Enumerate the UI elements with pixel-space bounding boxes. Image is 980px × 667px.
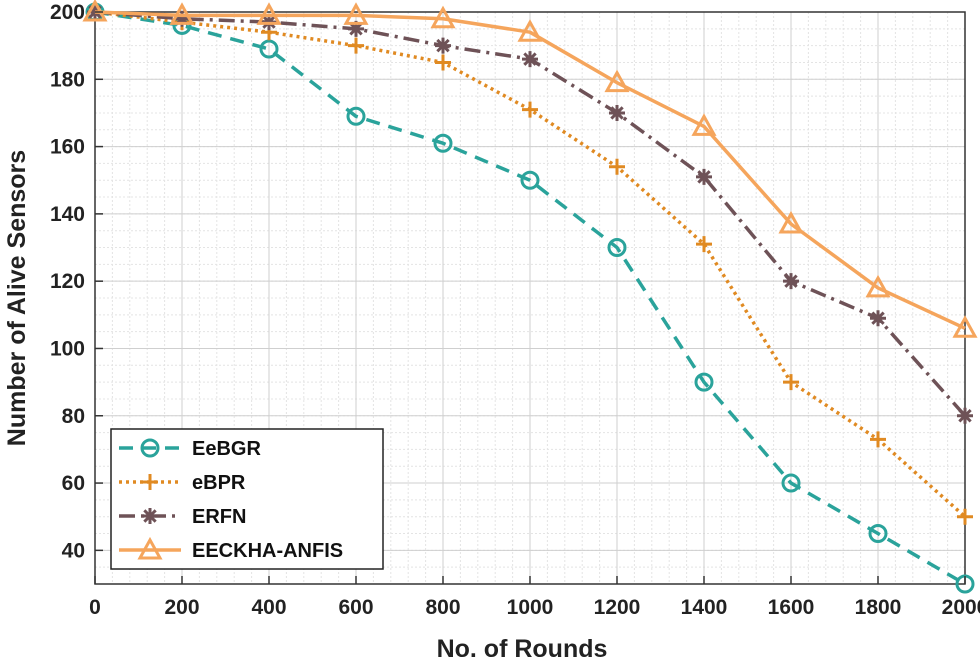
data-point-asterisk bbox=[142, 508, 158, 524]
data-point-triangle bbox=[604, 69, 630, 93]
y-tick-label: 120 bbox=[50, 270, 85, 293]
y-tick-label: 180 bbox=[50, 68, 85, 91]
data-point-asterisk bbox=[957, 407, 973, 424]
series-layer bbox=[82, 0, 978, 594]
data-point-triangle bbox=[517, 19, 543, 42]
legend-label: eBPR bbox=[192, 472, 246, 494]
legend-label: ERFN bbox=[192, 506, 246, 528]
series-eeckha-anfis bbox=[82, 0, 978, 338]
data-point-circle bbox=[259, 39, 279, 59]
x-tick-label: 2000 bbox=[942, 596, 980, 619]
data-point-asterisk bbox=[783, 273, 799, 290]
data-point-plus bbox=[435, 54, 451, 71]
x-tick-label: 1000 bbox=[507, 596, 554, 619]
data-point-plus bbox=[348, 37, 364, 54]
data-point-triangle bbox=[343, 2, 369, 25]
y-tick-label: 60 bbox=[62, 472, 85, 495]
x-tick-label: 1600 bbox=[768, 596, 815, 619]
data-point-triangle bbox=[691, 113, 717, 136]
data-point-circle bbox=[781, 473, 801, 493]
data-point-asterisk bbox=[174, 10, 190, 27]
x-tick-label: 400 bbox=[251, 596, 286, 619]
legend-entry: EECKHA-ANFIS bbox=[119, 536, 343, 562]
x-tick-label: 0 bbox=[89, 596, 101, 619]
series-line bbox=[94, 10, 966, 330]
legend-entry: ERFN bbox=[119, 506, 246, 528]
x-tick-label: 800 bbox=[425, 596, 460, 619]
data-point-triangle bbox=[137, 536, 163, 560]
x-tick-label: 200 bbox=[164, 596, 199, 619]
data-point-circle bbox=[346, 106, 366, 126]
data-point-asterisk bbox=[609, 104, 625, 121]
x-axis-ticks: 0 200 400 600 800 1000 1200 1400 1600 1800 2000 bbox=[89, 576, 980, 619]
data-point-circle bbox=[520, 170, 540, 190]
series-line bbox=[94, 10, 966, 586]
data-point-triangle bbox=[82, 0, 108, 22]
data-point-plus bbox=[870, 431, 886, 448]
data-point-plus bbox=[957, 508, 973, 525]
data-point-circle bbox=[433, 133, 453, 153]
legend: EeBGR eBPR ERFN EECKHA-ANFIS bbox=[110, 428, 384, 570]
x-axis-label: No. of Rounds bbox=[437, 635, 608, 663]
data-point-asterisk bbox=[696, 168, 712, 185]
data-point-asterisk bbox=[870, 310, 886, 327]
series-erfn bbox=[87, 4, 973, 424]
data-point-plus bbox=[609, 158, 625, 175]
x-tick-label: 1800 bbox=[855, 596, 902, 619]
y-tick-label: 160 bbox=[50, 136, 85, 159]
y-tick-label: 40 bbox=[62, 539, 85, 562]
data-point-circle bbox=[868, 524, 888, 544]
data-point-plus bbox=[783, 374, 799, 391]
data-point-plus bbox=[142, 474, 158, 490]
data-point-triangle bbox=[169, 2, 195, 25]
data-point-circle bbox=[140, 438, 160, 458]
data-point-triangle bbox=[865, 274, 891, 298]
x-tick-label: 600 bbox=[338, 596, 373, 619]
data-point-asterisk bbox=[348, 20, 364, 37]
x-tick-label: 1400 bbox=[681, 596, 728, 619]
data-point-plus bbox=[696, 236, 712, 253]
data-point-triangle bbox=[778, 210, 804, 234]
legend-entry: eBPR bbox=[119, 472, 246, 494]
data-point-plus bbox=[522, 101, 538, 118]
legend-entry: EeBGR bbox=[119, 438, 261, 460]
data-point-triangle bbox=[256, 2, 282, 25]
legend-label: EECKHA-ANFIS bbox=[192, 540, 343, 562]
data-point-triangle bbox=[952, 315, 978, 338]
data-point-asterisk bbox=[522, 51, 538, 68]
y-tick-label: 80 bbox=[62, 405, 85, 428]
data-point-asterisk bbox=[435, 37, 451, 54]
y-axis-ticks: 40 60 80 100 120 140 160 180 200 bbox=[50, 1, 103, 562]
data-point-circle bbox=[694, 372, 714, 392]
x-tick-label: 1200 bbox=[594, 596, 641, 619]
data-point-circle bbox=[607, 238, 627, 258]
y-tick-label: 140 bbox=[50, 203, 85, 226]
y-tick-label: 100 bbox=[50, 337, 85, 360]
data-point-triangle bbox=[430, 5, 456, 29]
y-axis-label: Number of Alive Sensors bbox=[3, 150, 31, 446]
y-tick-label: 200 bbox=[50, 1, 85, 24]
series-eebgr bbox=[85, 2, 975, 594]
legend-label: EeBGR bbox=[192, 438, 261, 460]
